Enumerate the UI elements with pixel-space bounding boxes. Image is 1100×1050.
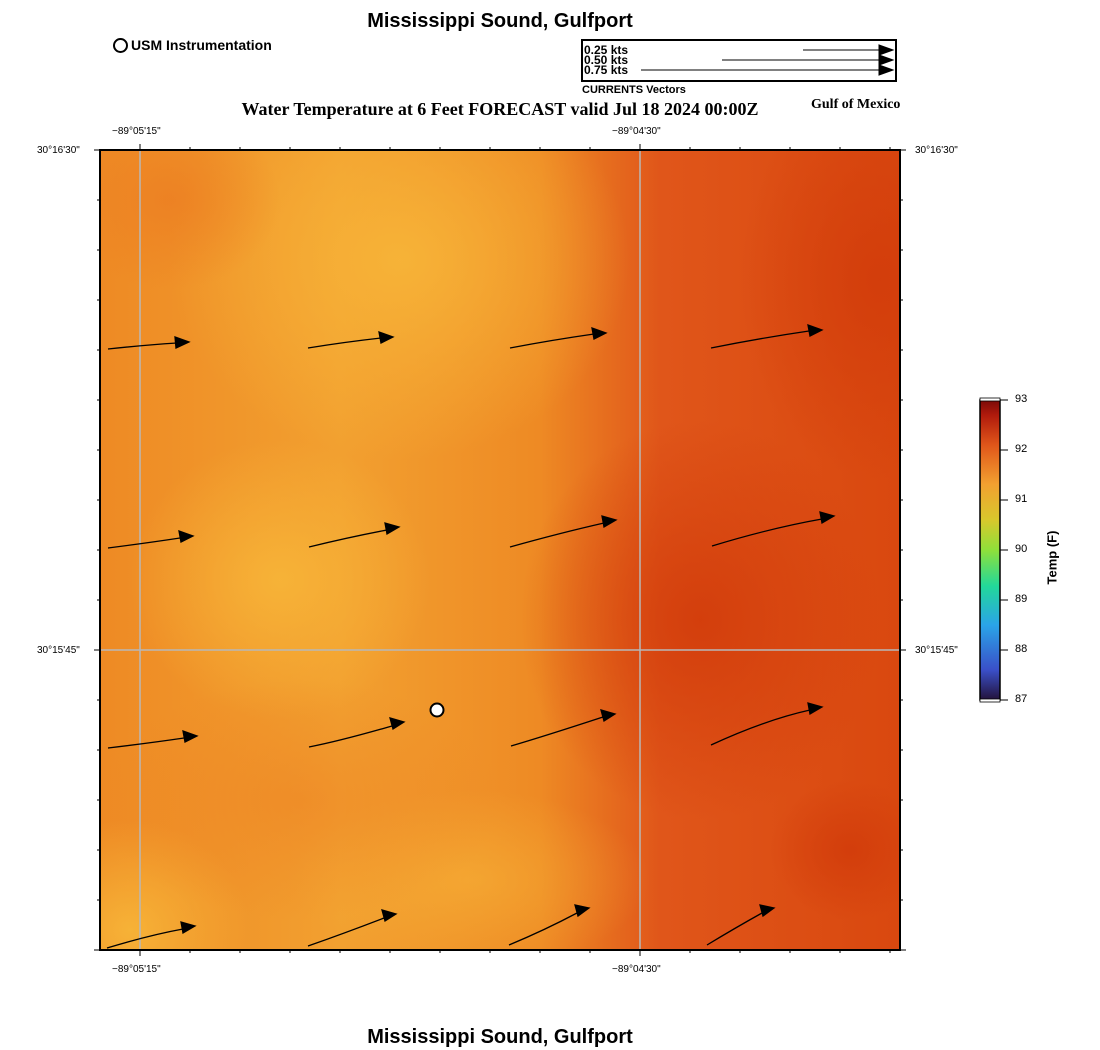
current-vector	[706, 904, 776, 946]
current-vector	[508, 904, 591, 946]
vector-legend-label-1: 0.25 kts	[584, 43, 629, 57]
legend-arrow-075-head	[878, 64, 895, 76]
legend-arrow-050-head	[878, 54, 895, 66]
top-tick-label-2: −89°04'30"	[612, 126, 661, 137]
current-vector	[106, 921, 197, 949]
left-tick-label-2: 30°15'45"	[37, 645, 80, 656]
current-vector	[509, 327, 608, 349]
colorbar	[979, 397, 1008, 703]
current-vector	[307, 331, 395, 349]
bottom-tick-label-2: −89°04'30"	[612, 964, 661, 975]
current-vector	[510, 709, 617, 747]
vector-legend-caption: CURRENTS Vectors	[582, 84, 686, 96]
current-vector	[107, 336, 191, 350]
right-tick-label-2: 30°15'45"	[915, 645, 958, 656]
current-vector	[509, 515, 618, 548]
colorbar-tick-89: 89	[1015, 593, 1028, 605]
station-legend-label: USM Instrumentation	[131, 37, 272, 53]
bottom-tick-label-1: −89°05'15"	[112, 964, 161, 975]
current-vectors	[106, 324, 836, 949]
map-title: Mississippi Sound, Gulfport	[367, 10, 633, 32]
colorbar-tick-87: 87	[1015, 693, 1028, 705]
colorbar-tick-91: 91	[1015, 493, 1028, 505]
colorbar-tick-93: 93	[1015, 393, 1028, 405]
map-footer-title: Mississippi Sound, Gulfport	[367, 1026, 633, 1048]
colorbar-tick-88: 88	[1015, 643, 1028, 655]
temperature-field	[100, 150, 900, 950]
map-subtitle: Water Temperature at 6 Feet FORECAST val…	[241, 99, 759, 119]
colorbar-tick-92: 92	[1015, 443, 1028, 455]
current-vector	[308, 717, 406, 748]
top-tick-label-1: −89°05'15"	[112, 126, 161, 137]
vector-legend-label-3: 0.75 kts	[584, 63, 629, 77]
legend-arrow-025-head	[878, 44, 895, 56]
current-vector	[308, 522, 401, 548]
current-vector	[107, 530, 195, 549]
current-vector	[711, 511, 836, 547]
left-tick-label-1: 30°16'30"	[37, 145, 80, 156]
region-label: Gulf of Mexico	[811, 97, 901, 112]
colorbar-title: Temp (F)	[1044, 530, 1060, 585]
graticule	[100, 150, 900, 950]
current-vector	[107, 730, 199, 749]
frame-ticks	[94, 144, 906, 956]
station-marker-icon	[113, 37, 128, 53]
current-vector	[307, 909, 398, 947]
current-vector	[710, 324, 824, 349]
vector-legend-arrows	[641, 44, 895, 76]
usm-station-marker[interactable]	[429, 702, 445, 718]
colorbar-ramp	[979, 399, 1001, 701]
station-legend: USM Instrumentation	[113, 37, 272, 53]
right-tick-label-1: 30°16'30"	[915, 145, 958, 156]
colorbar-tick-90: 90	[1015, 543, 1028, 555]
vector-legend-label-2: 0.50 kts	[584, 53, 629, 67]
current-vector	[710, 702, 824, 746]
